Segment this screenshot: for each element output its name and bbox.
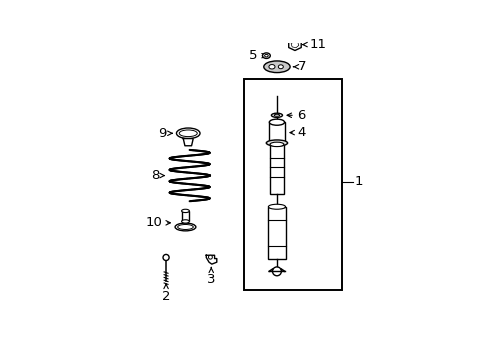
Text: 9: 9 (158, 127, 166, 140)
Text: 1: 1 (354, 175, 362, 188)
Polygon shape (206, 255, 216, 264)
Ellipse shape (175, 223, 196, 231)
Ellipse shape (176, 128, 200, 139)
Text: 3: 3 (206, 273, 215, 286)
Bar (269, 144, 284, 194)
Polygon shape (183, 139, 193, 146)
Ellipse shape (271, 113, 282, 117)
Ellipse shape (266, 140, 287, 146)
Ellipse shape (278, 65, 283, 69)
Ellipse shape (269, 142, 284, 147)
Ellipse shape (264, 54, 267, 57)
Text: 10: 10 (145, 216, 163, 229)
Text: 8: 8 (151, 169, 159, 182)
Ellipse shape (268, 204, 285, 209)
Ellipse shape (181, 220, 189, 223)
Bar (243, 79, 342, 290)
Bar (268, 207, 285, 260)
Bar (181, 211, 189, 221)
Ellipse shape (274, 114, 279, 116)
Text: 6: 6 (296, 109, 305, 122)
Ellipse shape (262, 53, 270, 58)
Text: 11: 11 (309, 38, 326, 51)
Ellipse shape (268, 64, 274, 69)
Ellipse shape (263, 61, 289, 73)
Ellipse shape (181, 209, 189, 212)
Text: 4: 4 (296, 126, 305, 139)
Ellipse shape (269, 119, 284, 125)
Ellipse shape (179, 130, 197, 136)
Text: 5: 5 (248, 49, 257, 62)
Circle shape (208, 255, 212, 259)
Polygon shape (288, 39, 301, 50)
Text: 2: 2 (162, 291, 170, 303)
Bar (269, 122, 284, 143)
Text: 7: 7 (297, 60, 306, 73)
Ellipse shape (177, 225, 193, 229)
Circle shape (163, 255, 169, 261)
